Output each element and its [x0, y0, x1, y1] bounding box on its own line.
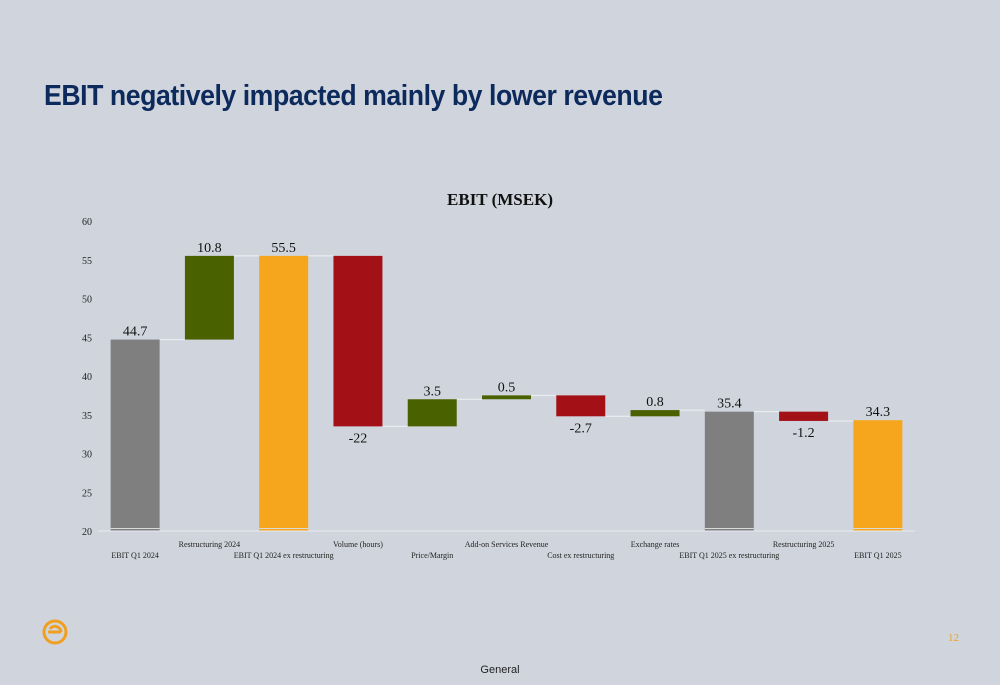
- chart-title: EBIT (MSEK): [447, 190, 553, 209]
- bar: [482, 395, 531, 400]
- data-label: -1.2: [793, 426, 815, 441]
- y-tick-label: 35: [82, 411, 92, 422]
- y-tick-label: 20: [82, 527, 92, 538]
- data-label: 35.4: [717, 397, 742, 412]
- page-number: 12: [948, 632, 959, 644]
- y-tick-label: 40: [82, 372, 92, 383]
- data-labels: 44.7 10.8 55.5 -22 3.5 0.5 -2.7 0.8 35.4 -1.2 34.3: [123, 241, 890, 447]
- bar: [259, 255, 309, 531]
- x-tick-label: Add-on Services Revenue: [465, 540, 549, 549]
- bar: [184, 255, 234, 340]
- bar-base-stripe: [704, 528, 754, 529]
- x-tick-label: Exchange rates: [631, 540, 680, 549]
- bar: [407, 399, 457, 427]
- bar-base-stripe: [259, 528, 309, 529]
- data-label: 44.7: [123, 325, 148, 340]
- x-tick-label: EBIT Q1 2024 ex restructuring: [234, 551, 334, 560]
- x-tick-label: Restructuring 2024: [179, 540, 241, 549]
- bar: [779, 411, 829, 421]
- x-tick-label: EBIT Q1 2025 ex restructuring: [679, 551, 779, 560]
- x-tick-label: Volume (hours): [333, 540, 383, 549]
- data-label: 34.3: [866, 405, 891, 420]
- data-label: -2.7: [570, 421, 592, 436]
- footer-classification: General: [480, 664, 520, 676]
- data-label: 55.5: [271, 241, 296, 256]
- bar: [630, 410, 680, 417]
- x-tick-label: Price/Margin: [411, 551, 453, 560]
- data-label: 0.8: [646, 395, 664, 410]
- data-label: 3.5: [423, 384, 441, 399]
- y-tick-label: 60: [82, 217, 92, 228]
- company-logo-icon: [42, 619, 68, 645]
- data-label: 0.5: [498, 380, 516, 395]
- y-axis: 20 25 30 35 40 45 50 55 60: [82, 217, 92, 538]
- x-tick-label: Restructuring 2025: [773, 540, 835, 549]
- bar: [110, 339, 160, 531]
- ebit-waterfall-chart: EBIT (MSEK) 20 25 30 35 40 45 50 55 60 44.7 10.8 5…: [82, 190, 915, 560]
- data-label: -22: [349, 431, 368, 446]
- y-tick-label: 45: [82, 333, 92, 344]
- y-tick-label: 30: [82, 450, 92, 461]
- bars: [110, 255, 903, 531]
- slide-title: EBIT negatively impacted mainly by lower…: [44, 80, 663, 112]
- data-label: 10.8: [197, 241, 222, 256]
- x-axis: EBIT Q1 2024 Restructuring 2024 EBIT Q1 20…: [98, 530, 915, 560]
- bar-base-stripe: [110, 528, 160, 529]
- x-tick-label: Cost ex restructuring: [547, 551, 614, 560]
- y-tick-label: 25: [82, 488, 92, 499]
- bar: [853, 420, 903, 531]
- x-tick-label: EBIT Q1 2025: [854, 551, 901, 560]
- bar: [333, 255, 383, 427]
- x-tick-label: EBIT Q1 2024: [111, 551, 158, 560]
- connector-lines: [159, 255, 854, 427]
- bar: [704, 411, 754, 531]
- y-tick-label: 55: [82, 256, 92, 267]
- y-tick-label: 50: [82, 295, 92, 306]
- bar: [556, 395, 606, 417]
- bar-base-stripe: [853, 528, 903, 529]
